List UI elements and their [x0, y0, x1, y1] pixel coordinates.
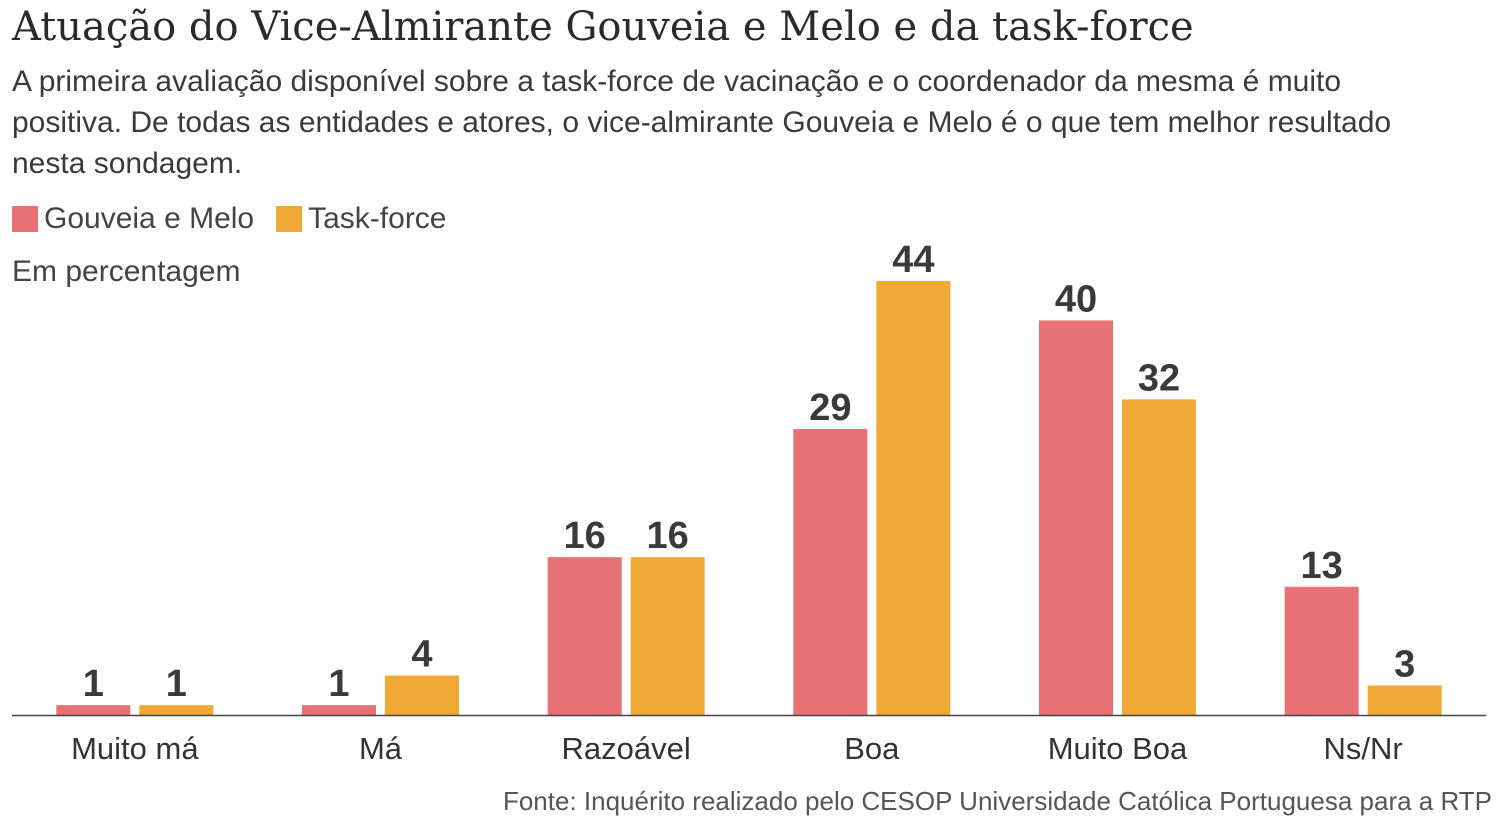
bar-ns-nr-task-force [1367, 685, 1442, 715]
legend: Gouveia e Melo Task-force [12, 200, 469, 238]
data-label-razoavel-task-force: 16 [647, 515, 689, 557]
bar-ma-gouveia-e-melo [302, 705, 376, 715]
data-label-ma-gouveia-e-melo: 1 [328, 663, 349, 705]
bar-muito-ma-gouveia-e-melo [56, 705, 131, 715]
data-label-ma-task-force: 4 [411, 634, 432, 676]
bar-muito-boa-task-force [1122, 399, 1196, 715]
legend-swatch-task-force [276, 206, 303, 232]
x-tick-label-boa: Boa [844, 731, 900, 766]
bar-ns-nr-gouveia-e-melo [1284, 586, 1359, 715]
legend-item-task-force: Task-force [276, 202, 447, 236]
data-label-muito-boa-gouveia-e-melo: 40 [1055, 278, 1097, 320]
bar-muito-ma-task-force [139, 705, 214, 715]
unit-label: Em percentagem [12, 255, 241, 288]
x-tick-label-razoavel: Razoável [562, 731, 691, 766]
legend-label-gouveia: Gouveia e Melo [44, 202, 255, 235]
source-note: Fonte: Inquérito realizado pelo CESOP Un… [502, 786, 1492, 816]
data-label-ns-nr-gouveia-e-melo: 13 [1301, 545, 1343, 587]
chart-title: Atuação do Vice-Almirante Gouveia e Melo… [12, 4, 1194, 50]
data-label-ns-nr-task-force: 3 [1394, 643, 1415, 685]
x-tick-label-ns-nr: Ns/Nr [1324, 731, 1403, 766]
bar-razoavel-task-force [630, 557, 705, 715]
bar-ma-task-force [385, 675, 459, 715]
legend-label-task-force: Task-force [308, 202, 447, 235]
bar-boa-gouveia-e-melo [793, 428, 868, 715]
data-label-muito-ma-task-force: 1 [166, 663, 187, 705]
data-label-muito-boa-task-force: 32 [1138, 357, 1180, 399]
chart-subtitle: A primeira avaliação disponível sobre a … [12, 65, 1392, 180]
legend-swatch-gouveia [12, 206, 38, 232]
bar-razoavel-gouveia-e-melo [547, 557, 622, 715]
bar-boa-task-force [876, 281, 951, 715]
data-label-razoavel-gouveia-e-melo: 16 [564, 515, 606, 557]
data-label-muito-ma-gouveia-e-melo: 1 [83, 663, 104, 705]
data-label-boa-task-force: 44 [892, 239, 934, 281]
x-tick-label-muito-ma: Muito má [71, 731, 199, 766]
x-tick-label-muito-boa: Muito Boa [1048, 731, 1188, 766]
bar-muito-boa-gouveia-e-melo [1039, 320, 1113, 715]
data-label-boa-gouveia-e-melo: 29 [809, 387, 851, 429]
legend-item-gouveia: Gouveia e Melo [12, 202, 254, 236]
x-tick-label-ma: Má [359, 731, 403, 766]
